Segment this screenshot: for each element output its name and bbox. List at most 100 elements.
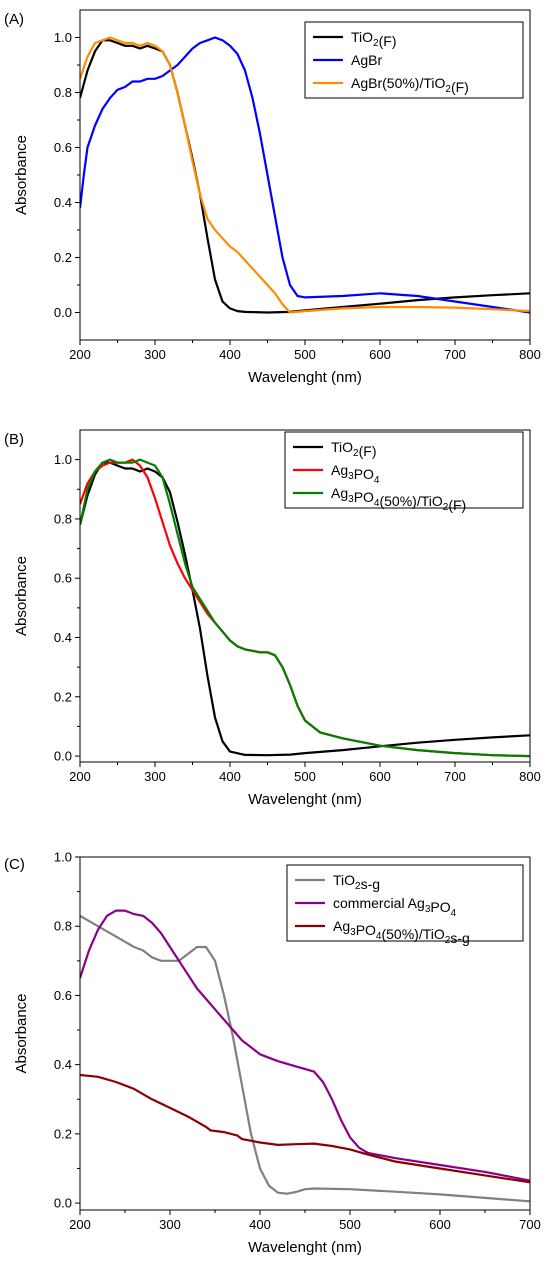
x-tick-label: 700 bbox=[444, 347, 466, 362]
series-line-3 bbox=[80, 458, 530, 758]
legend-text-part: (F) bbox=[359, 443, 377, 459]
series-line-3 bbox=[80, 1073, 530, 1184]
y-tick-label: 0.6 bbox=[54, 571, 72, 586]
x-tick-label: 600 bbox=[429, 1217, 451, 1232]
x-tick-label: 400 bbox=[219, 347, 241, 362]
y-tick-label: 0.8 bbox=[54, 919, 72, 934]
legend-text-part: PO bbox=[354, 466, 374, 482]
x-tick-label: 800 bbox=[519, 769, 541, 784]
series-line-1 bbox=[80, 914, 530, 1203]
y-tick-label: 0.4 bbox=[54, 195, 72, 210]
legend-text-part: TiO bbox=[351, 29, 373, 45]
x-axis-label: Wavelenght (nm) bbox=[248, 791, 362, 808]
legend-subscript: 3 bbox=[350, 927, 356, 938]
chart-panel-3: 200 300 400 500 600 700 0.0 0.2 0.4 0.6 0.8 1.0 Wave… bbox=[4, 850, 541, 1257]
y-tick-label: 0.8 bbox=[54, 511, 72, 526]
y-tick-label: 0.6 bbox=[54, 988, 72, 1003]
x-tick-label: 400 bbox=[219, 769, 241, 784]
legend-entry: TiO2s-g bbox=[333, 872, 380, 892]
legend-subscript: 2 bbox=[443, 502, 449, 513]
legend-subscript: 4 bbox=[376, 931, 382, 942]
x-tick-label: 500 bbox=[294, 769, 316, 784]
x-tick-label: 500 bbox=[294, 347, 316, 362]
series-line-2 bbox=[80, 909, 530, 1182]
legend-text-part: AgBr bbox=[351, 52, 382, 68]
x-tick-label: 200 bbox=[69, 769, 91, 784]
x-tick-label: 300 bbox=[159, 1217, 181, 1232]
x-tick-label: 500 bbox=[339, 1217, 361, 1232]
legend-text-part: PO bbox=[356, 922, 376, 938]
legend-text-part: Ag bbox=[331, 462, 348, 478]
legend-entry: Ag3PO4(50%)/TiO2s-g bbox=[333, 918, 470, 946]
legend-subscript: 3 bbox=[425, 904, 431, 915]
series-line-2 bbox=[80, 36, 530, 314]
legend-text-part: PO bbox=[354, 489, 374, 505]
panel-label: (B) bbox=[4, 431, 24, 448]
legend-text-part: commercial Ag bbox=[333, 895, 425, 911]
y-tick-label: 0.2 bbox=[54, 250, 72, 265]
y-tick-label: 0.6 bbox=[54, 140, 72, 155]
legend-text-part: (F) bbox=[451, 79, 469, 95]
x-axis-label: Wavelenght (nm) bbox=[248, 1239, 362, 1256]
legend-entry: TiO2(F) bbox=[351, 29, 397, 49]
y-axis-label: Absorbance bbox=[13, 993, 30, 1073]
x-tick-label: 800 bbox=[519, 347, 541, 362]
x-tick-label: 300 bbox=[144, 347, 166, 362]
legend-entry: Ag3PO4(50%)/TiO2(F) bbox=[331, 485, 466, 513]
x-tick-label: 700 bbox=[444, 769, 466, 784]
legend-text-part: TiO bbox=[333, 872, 355, 888]
legend-entry: TiO2(F) bbox=[331, 439, 377, 459]
legend-entry: Ag3PO4 bbox=[331, 462, 380, 486]
y-tick-label: 1.0 bbox=[54, 30, 72, 45]
x-tick-label: 200 bbox=[69, 1217, 91, 1232]
series-line-3 bbox=[80, 36, 530, 314]
y-tick-label: 0.0 bbox=[54, 1196, 72, 1211]
legend-subscript: 2 bbox=[353, 448, 359, 459]
legend-text-part: TiO bbox=[331, 439, 353, 455]
legend-box bbox=[286, 864, 524, 942]
legend-text-part: s-g bbox=[361, 876, 380, 892]
legend-subscript: 4 bbox=[374, 498, 380, 509]
x-tick-label: 200 bbox=[69, 347, 91, 362]
x-tick-label: 600 bbox=[369, 347, 391, 362]
x-tick-label: 400 bbox=[249, 1217, 271, 1232]
y-tick-label: 0.2 bbox=[54, 689, 72, 704]
y-axis-label: Absorbance bbox=[13, 556, 30, 636]
legend-text-part: Ag bbox=[333, 918, 350, 934]
y-axis-label: Absorbance bbox=[13, 135, 30, 215]
legend-entry: AgBr bbox=[351, 52, 382, 68]
legend-subscript: 2 bbox=[445, 84, 451, 95]
y-tick-label: 0.0 bbox=[54, 749, 72, 764]
legend-subscript: 4 bbox=[451, 908, 457, 919]
legend-subscript: 3 bbox=[348, 494, 354, 505]
x-tick-label: 300 bbox=[144, 769, 166, 784]
x-axis-label: Wavelenght (nm) bbox=[248, 369, 362, 386]
legend-entry: commercial Ag3PO4 bbox=[333, 895, 457, 919]
legend-text-part: s-g bbox=[450, 930, 469, 946]
y-tick-label: 0.8 bbox=[54, 85, 72, 100]
legend-subscript: 2 bbox=[445, 935, 451, 946]
chart-panel-1: 200 300 400 500 600 700 800 0.0 0.2 0.4 0.6 0.8 1.0 W… bbox=[4, 9, 541, 386]
legend-entry: AgBr(50%)/TiO2(F) bbox=[351, 75, 469, 95]
panel-label: (C) bbox=[4, 856, 25, 873]
chart-panel-2: 200 300 400 500 600 700 800 0.0 0.2 0.4 0.6 0.8 1.0 W… bbox=[4, 429, 541, 808]
panel-label: (A) bbox=[4, 11, 24, 28]
legend-box bbox=[284, 431, 524, 509]
legend-text-part: Ag bbox=[331, 485, 348, 501]
y-tick-label: 1.0 bbox=[54, 452, 72, 467]
legend-subscript: 2 bbox=[373, 38, 379, 49]
legend-text-part: (F) bbox=[448, 497, 466, 513]
legend-text-part: AgBr(50%)/TiO bbox=[351, 75, 446, 91]
y-tick-label: 0.4 bbox=[54, 1057, 72, 1072]
y-tick-label: 1.0 bbox=[54, 850, 72, 865]
legend-text-part: PO bbox=[430, 899, 450, 915]
y-tick-label: 0.4 bbox=[54, 630, 72, 645]
legend-text-part: (F) bbox=[379, 33, 397, 49]
x-tick-label: 600 bbox=[369, 769, 391, 784]
legend-subscript: 2 bbox=[355, 881, 361, 892]
legend-text-part: (50%)/TiO bbox=[379, 493, 442, 509]
legend-text-part: (50%)/TiO bbox=[381, 926, 444, 942]
